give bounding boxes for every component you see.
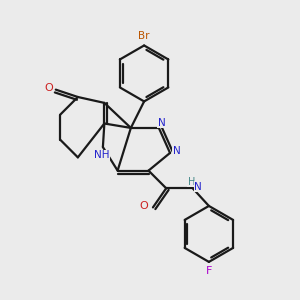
Text: H: H [188, 177, 195, 187]
Text: O: O [140, 201, 148, 211]
Text: NH: NH [94, 150, 109, 160]
Text: N: N [158, 118, 166, 128]
Text: O: O [44, 83, 53, 93]
Text: N: N [172, 146, 180, 157]
Text: N: N [194, 182, 202, 192]
Text: Br: Br [138, 31, 150, 41]
Text: F: F [206, 266, 212, 276]
